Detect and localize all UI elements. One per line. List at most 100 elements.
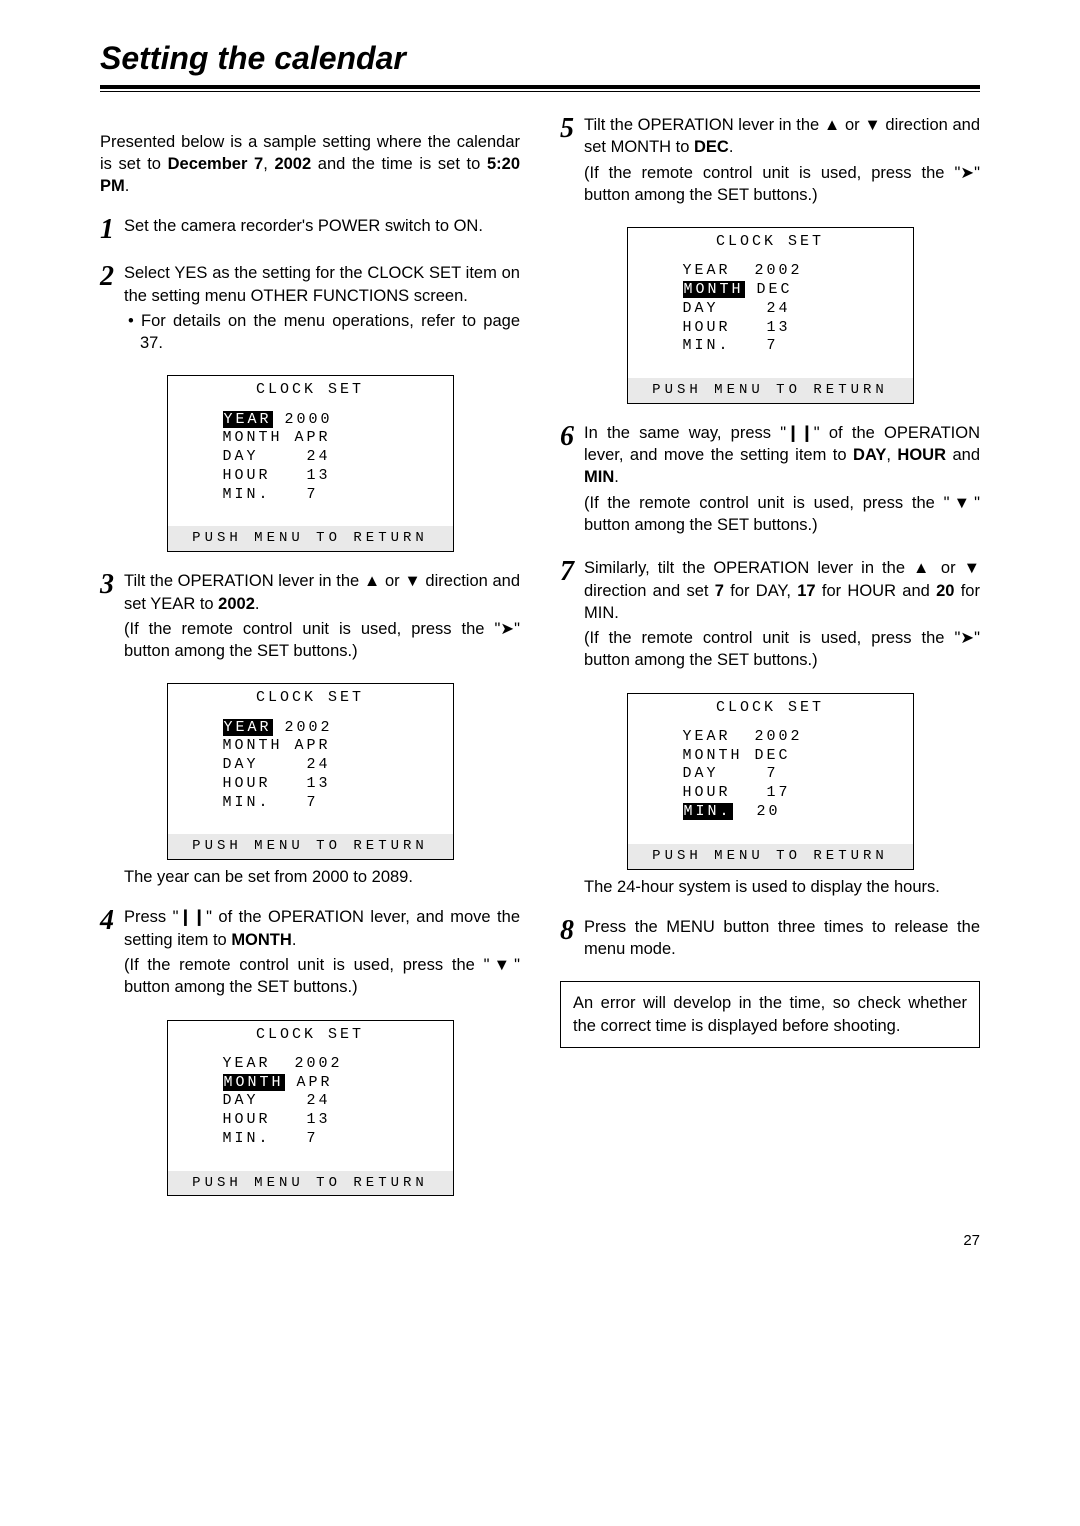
lcd-screen-5: CLOCK SET YEAR 2002 MONTH DEC DAY 7 HOUR… [627,693,914,870]
step-text: Similarly, tilt the OPERATION lever in t… [584,557,980,624]
step-number: 6 [560,422,584,539]
lcd-body: YEAR 2002 MONTH DEC DAY 24 HOUR 13 MIN. … [628,262,913,378]
t: Tilt the OPERATION lever in the ▲ or ▼ d… [584,116,980,156]
t: HOUR [897,446,946,464]
step-number: 5 [560,114,584,209]
t: . [255,595,260,613]
lcd-val: 20 [757,803,781,820]
lcd-title: CLOCK SET [168,376,453,410]
step-text: In the same way, press "❙❙" of the OPERA… [584,422,980,489]
lcd-label: MIN. [223,1130,271,1147]
step-subtext: • For details on the menu operations, re… [124,310,520,355]
lcd-label: MIN. [683,337,731,354]
lcd-val: 7 [295,794,319,811]
lcd-val: 13 [307,775,331,792]
lcd-val: 24 [307,448,331,465]
lcd-val: APR [295,737,331,754]
lcd-footer: PUSH MENU TO RETURN [168,1171,453,1196]
step-note: The year can be set from 2000 to 2089. [124,866,520,888]
lcd-label: YEAR [223,1055,271,1072]
lcd-label: DAY [223,756,259,773]
lcd-label: DAY [223,1092,259,1109]
step-5: 5 Tilt the OPERATION lever in the ▲ or ▼… [560,114,980,209]
step-number: 4 [100,906,124,1001]
t: 2002 [218,595,255,613]
step-text: Tilt the OPERATION lever in the ▲ or ▼ d… [124,570,520,615]
lcd-screen-3: CLOCK SET YEAR 2002 MONTH APR DAY 24 HOU… [167,1020,454,1197]
lcd-val: 13 [767,319,791,336]
lcd-label: YEAR [683,728,731,745]
step-8: 8 Press the MENU button three times to r… [560,916,980,964]
t: 7 [715,582,724,600]
lcd-val: 13 [307,467,331,484]
step-2: 2 Select YES as the setting for the CLOC… [100,262,520,357]
t: 17 [797,582,815,600]
lcd-val: 7 [755,765,779,782]
lcd-val: 7 [755,337,779,354]
lcd-title: CLOCK SET [628,228,913,262]
step-3: 3 Tilt the OPERATION lever in the ▲ or ▼… [100,570,520,665]
step-number: 8 [560,916,584,964]
lcd-screen-2: CLOCK SET YEAR 2002 MONTH APR DAY 24 HOU… [167,683,454,860]
step-number: 3 [100,570,124,665]
lcd-val: 24 [307,1092,331,1109]
lcd-footer: PUSH MENU TO RETURN [168,834,453,859]
lcd-label: DAY [683,765,719,782]
lcd-label: DAY [683,300,719,317]
step-6: 6 In the same way, press "❙❙" of the OPE… [560,422,980,539]
step-number: 2 [100,262,124,357]
lcd-body: YEAR 2000 MONTH APR DAY 24 HOUR 13 MIN. … [168,411,453,527]
lcd-val: 24 [307,756,331,773]
t: DAY [853,446,886,464]
lcd-label: MIN. [223,486,271,503]
t: 2002 [274,155,311,173]
lcd-label: MONTH [683,747,743,764]
lcd-label: HOUR [223,1111,271,1128]
lcd-label: MIN. [223,794,271,811]
step-note: The 24-hour system is used to display th… [584,876,980,898]
rule-thin [100,91,980,92]
lcd-footer: PUSH MENU TO RETURN [628,378,913,403]
lcd-val: 2002 [755,262,803,279]
step-text: Select YES as the setting for the CLOCK … [124,262,520,307]
intro-text: Presented below is a sample setting wher… [100,131,520,198]
lcd-title: CLOCK SET [168,1021,453,1055]
lcd-label: MONTH [223,737,283,754]
lcd-val: APR [295,429,331,446]
rule-thick [100,85,980,89]
lcd-body: YEAR 2002 MONTH APR DAY 24 HOUR 13 MIN. … [168,719,453,835]
page-number: 27 [100,1232,980,1249]
lcd-screen-1: CLOCK SET YEAR 2000 MONTH APR DAY 24 HOU… [167,375,454,552]
lcd-val: 13 [307,1111,331,1128]
lcd-val: 7 [295,486,319,503]
lcd-val: 24 [767,300,791,317]
lcd-screen-4: CLOCK SET YEAR 2002 MONTH DEC DAY 24 HOU… [627,227,914,404]
lcd-val: DEC [755,747,791,764]
lcd-val: 2002 [755,728,803,745]
step-7: 7 Similarly, tilt the OPERATION lever in… [560,557,980,674]
t: . [292,931,297,949]
lcd-label: DAY [223,448,259,465]
t: and the time is set to [311,155,487,173]
right-column: 5 Tilt the OPERATION lever in the ▲ or ▼… [560,114,980,1202]
t: Tilt the OPERATION lever in the ▲ or ▼ d… [124,572,520,612]
t: Press "❙❙" of the OPERATION lever, and m… [124,908,520,948]
lcd-label: HOUR [683,784,731,801]
t: for HOUR and [816,582,937,600]
lcd-label: MONTH [223,429,283,446]
lcd-title: CLOCK SET [628,694,913,728]
t: , [886,446,897,464]
lcd-title: CLOCK SET [168,684,453,718]
lcd-label: MONTH [223,1074,285,1091]
step-1: 1 Set the camera recorder's POWER switch… [100,215,520,244]
lcd-footer: PUSH MENU TO RETURN [628,844,913,869]
lcd-label: YEAR [223,719,273,736]
t: . [729,138,734,156]
step-text: (If the remote control unit is used, pre… [584,492,980,537]
step-text: (If the remote control unit is used, pre… [124,954,520,999]
t: MIN [584,468,614,486]
lcd-body: YEAR 2002 MONTH APR DAY 24 HOUR 13 MIN. … [168,1055,453,1171]
step-number: 7 [560,557,584,674]
step-4: 4 Press "❙❙" of the OPERATION lever, and… [100,906,520,1001]
lcd-val: 2002 [295,1055,343,1072]
